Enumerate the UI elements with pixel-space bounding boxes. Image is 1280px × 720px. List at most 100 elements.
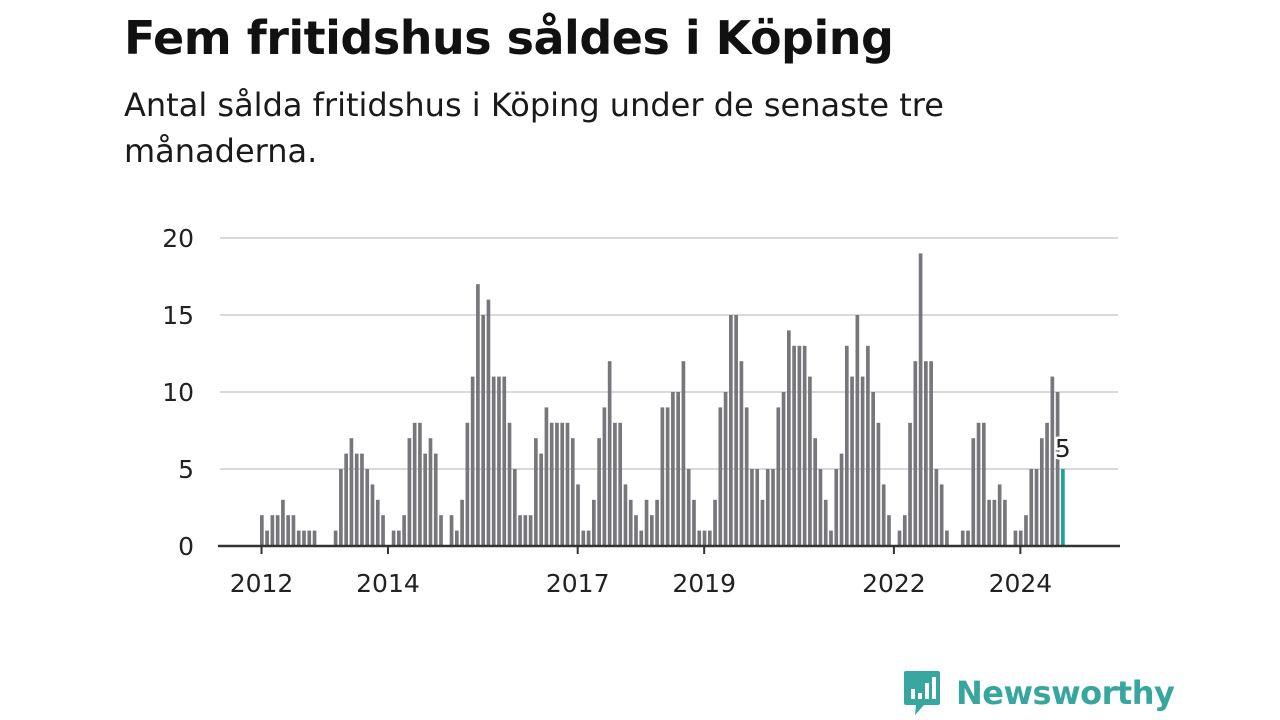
bar (560, 422, 565, 546)
bar (370, 484, 375, 546)
bar (570, 438, 575, 546)
x-tick-label: 2014 (356, 569, 420, 598)
bar (771, 469, 775, 546)
x-tick-label: 2022 (862, 569, 926, 598)
bar (344, 453, 348, 546)
bar (607, 361, 612, 546)
bar (623, 484, 628, 546)
bar (1039, 438, 1044, 546)
bar (449, 515, 454, 546)
bar (897, 530, 902, 546)
bars (260, 253, 1065, 546)
bar (697, 530, 702, 546)
bar (618, 422, 623, 546)
bar (813, 438, 818, 546)
bar (760, 499, 765, 546)
bar (655, 499, 659, 546)
bar (523, 515, 528, 546)
bar (576, 484, 580, 546)
bar (565, 422, 570, 546)
bar (834, 469, 839, 546)
bar (781, 392, 786, 546)
bar (491, 376, 496, 546)
bar (586, 530, 591, 546)
x-tick-label: 2019 (672, 569, 736, 598)
bar (776, 407, 781, 546)
bar (497, 376, 501, 546)
bar (391, 530, 396, 546)
bar (902, 515, 907, 546)
bar (850, 376, 854, 546)
chart-title: Fem fritidshus såldes i Köping (124, 11, 894, 65)
bar (597, 438, 601, 546)
bar (312, 530, 317, 546)
bar (839, 453, 844, 546)
bar-highlight (1061, 469, 1065, 546)
bar (270, 515, 275, 546)
bar (866, 345, 870, 546)
bar (992, 499, 997, 546)
bar (481, 315, 486, 546)
bar (734, 315, 738, 546)
bar (881, 484, 886, 546)
bar (286, 515, 291, 546)
bar (1024, 515, 1028, 546)
bar (718, 407, 723, 546)
bar (549, 422, 554, 546)
bar (613, 422, 617, 546)
bar (349, 438, 354, 546)
x-tick-label: 2017 (546, 569, 610, 598)
bar (660, 407, 665, 546)
bar (887, 515, 891, 546)
bar (987, 499, 991, 546)
logo-text: Newsworthy (956, 674, 1175, 712)
bar (628, 499, 633, 546)
y-tick-label: 15 (162, 301, 194, 330)
gridlines (220, 237, 1118, 470)
bar (402, 515, 406, 546)
bar (397, 530, 401, 546)
y-tick-label: 5 (178, 455, 194, 484)
y-tick-label: 0 (178, 532, 194, 561)
x-axis-ticks: 2012 2014 2017 2019 2022 2024 (230, 546, 1052, 598)
bar (534, 438, 538, 546)
bar-chart: 0 5 10 15 20 2012 2014 2017 2019 2022 2024 5 (162, 224, 1120, 598)
bar (634, 515, 638, 546)
bar (918, 253, 923, 546)
bar (976, 422, 981, 546)
bar (1050, 376, 1055, 546)
newsworthy-logo: Newsworthy (902, 668, 1175, 718)
bar (365, 469, 370, 546)
bar (1045, 422, 1049, 546)
bar (692, 499, 696, 546)
bar (908, 422, 912, 546)
bar (1003, 499, 1007, 546)
bar (981, 422, 986, 546)
bar (755, 469, 760, 546)
bar (281, 499, 285, 546)
bar (470, 376, 475, 546)
bar (765, 469, 770, 546)
bar (433, 453, 438, 546)
bar (644, 499, 649, 546)
bar (275, 515, 280, 546)
bar (676, 392, 680, 546)
y-tick-label: 10 (162, 378, 194, 407)
bar (723, 392, 728, 546)
bar (265, 530, 269, 546)
bar (639, 530, 644, 546)
annotations: 5 (1052, 432, 1073, 466)
bar (808, 376, 812, 546)
bar (260, 515, 264, 546)
bar-chart-speech-bubble-icon (904, 671, 940, 715)
bar (924, 361, 928, 546)
bar (544, 407, 549, 546)
bar (739, 361, 744, 546)
bar (966, 530, 970, 546)
bar (592, 499, 596, 546)
bar (1018, 530, 1023, 546)
bar (476, 284, 480, 546)
bar (333, 530, 338, 546)
bar (945, 530, 949, 546)
bar (702, 530, 707, 546)
